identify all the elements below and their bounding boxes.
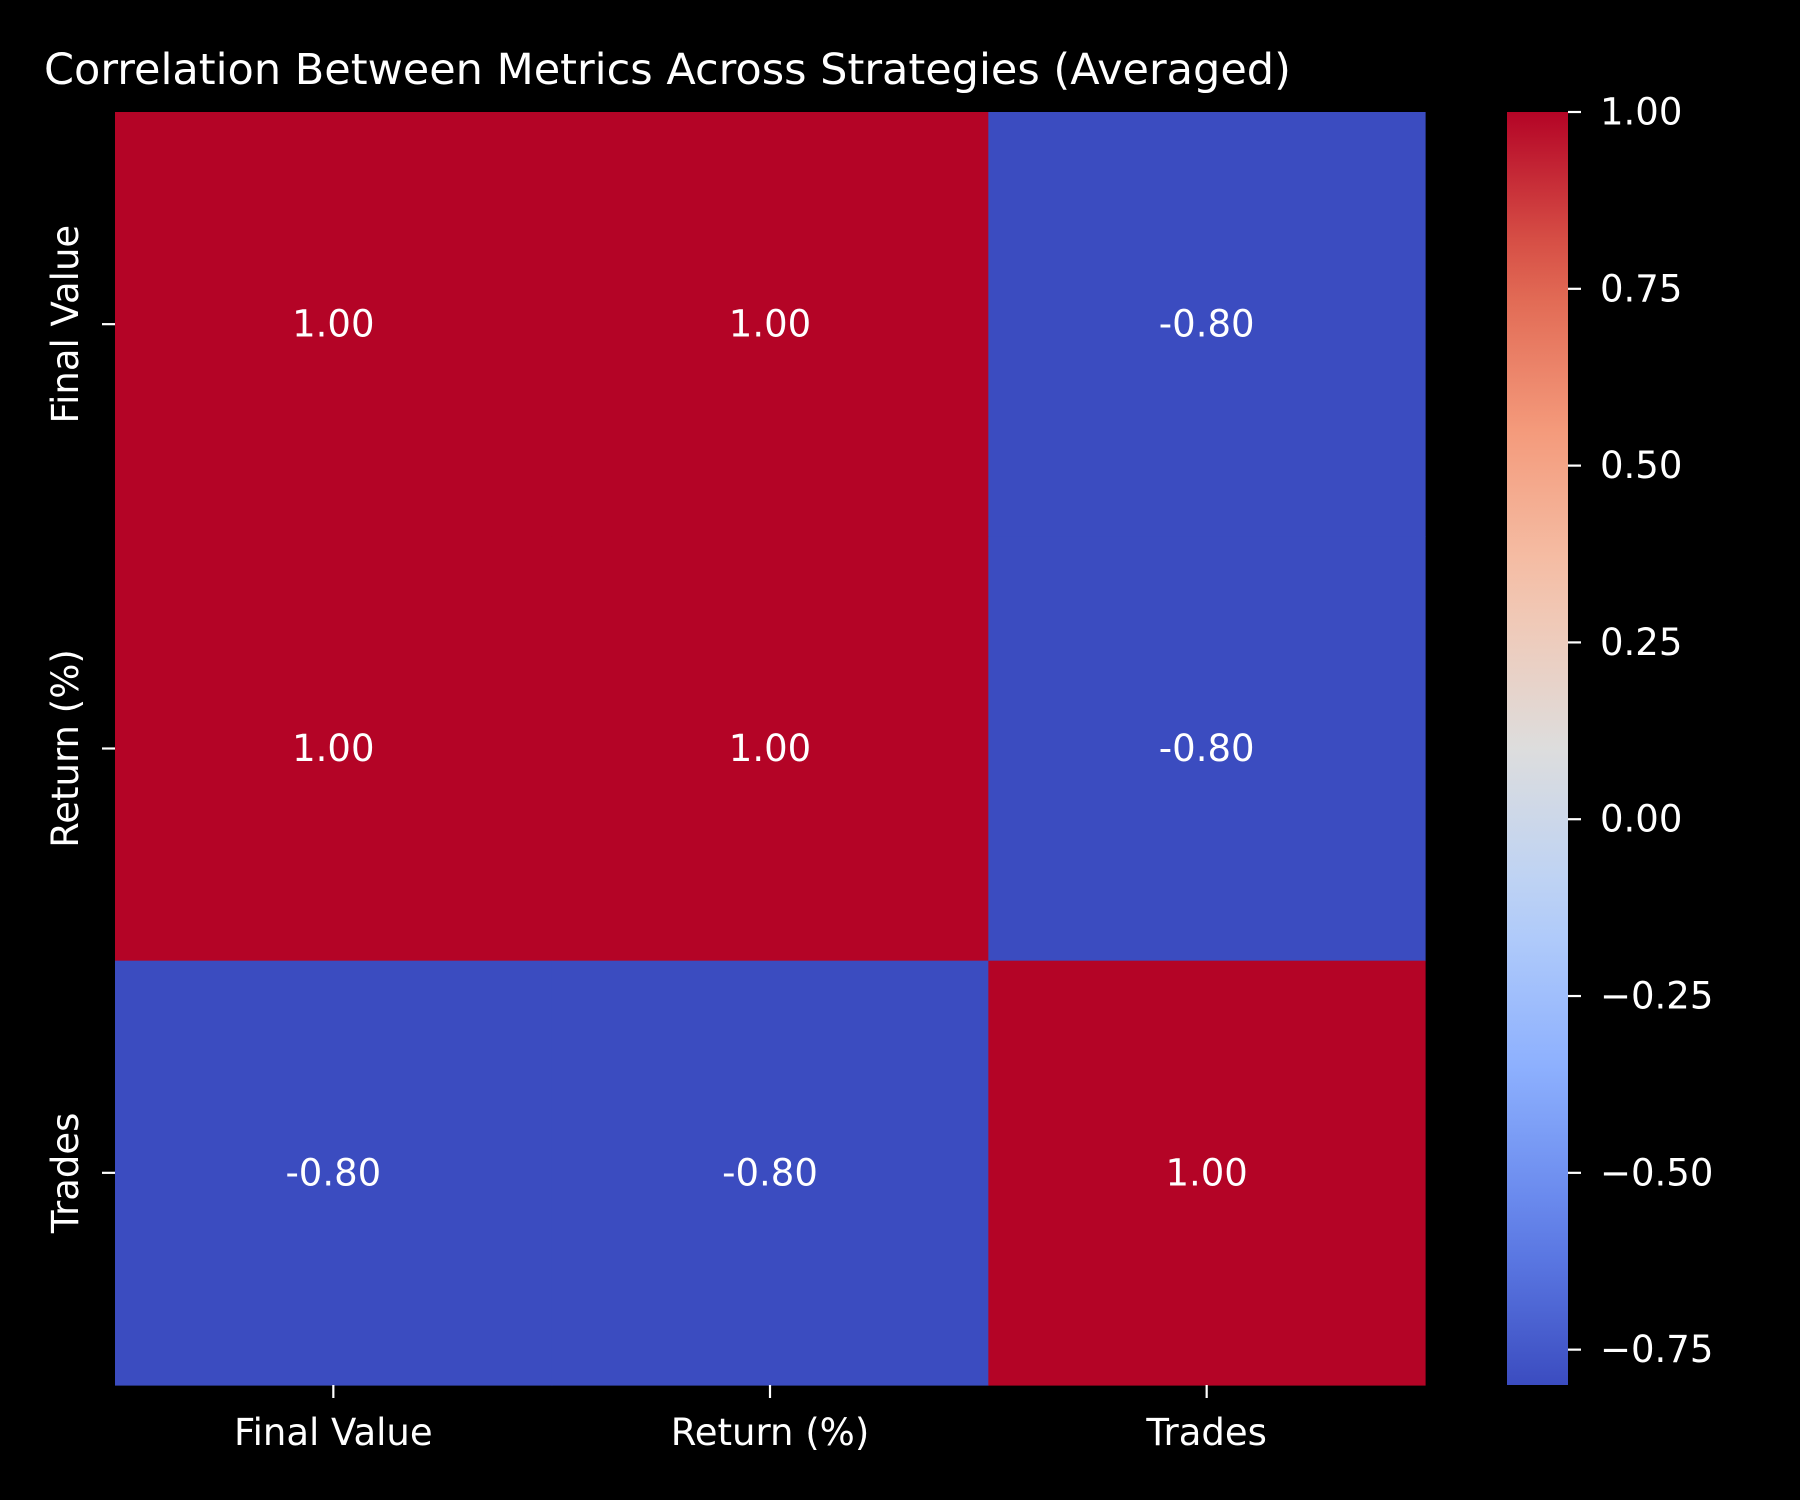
colorbar-gradient (1507, 112, 1568, 1385)
colorbar-tick-label: 0.25 (1600, 621, 1682, 664)
column-label: Final Value (234, 1411, 433, 1454)
row-axis: Final Value Return (%) Trades (44, 225, 115, 1234)
row-label: Trades (44, 1113, 87, 1235)
cell-value-label: 1.00 (292, 303, 374, 346)
column-label: Trades (1145, 1411, 1267, 1454)
colorbar-tick-label: 0.75 (1600, 267, 1682, 310)
colorbar: 1.00 0.75 0.50 0.25 0.00 −0.25 −0.50 −0.75 (1507, 91, 1713, 1386)
cell-value-label: 1.00 (729, 727, 811, 770)
colorbar-tick-label: −0.75 (1600, 1328, 1713, 1371)
colorbar-tick-label: 0.00 (1600, 798, 1682, 841)
colorbar-tick-label: 1.00 (1600, 91, 1682, 134)
row-label: Final Value (44, 225, 87, 424)
colorbar-tick-label: −0.50 (1600, 1151, 1713, 1194)
heatmap-cells: 1.00 1.00 -0.80 1.00 1.00 -0.80 -0.80 -0.80 1.00 (115, 112, 1426, 1386)
row-label: Return (%) (44, 649, 87, 848)
cell-value-label: -0.80 (1159, 727, 1255, 770)
cell-value-label: -0.80 (285, 1151, 381, 1194)
cell-value-label: 1.00 (1165, 1151, 1247, 1194)
colorbar-tick-label: 0.50 (1600, 444, 1682, 487)
column-axis: Final Value Return (%) Trades (234, 1385, 1267, 1454)
cell-value-label: -0.80 (722, 1151, 818, 1194)
column-label: Return (%) (671, 1411, 870, 1454)
chart-title: Correlation Between Metrics Across Strat… (44, 45, 1291, 95)
cell-value-label: 1.00 (729, 303, 811, 346)
colorbar-tick-label: −0.25 (1600, 975, 1713, 1018)
cell-value-label: -0.80 (1159, 303, 1255, 346)
cell-value-label: 1.00 (292, 727, 374, 770)
